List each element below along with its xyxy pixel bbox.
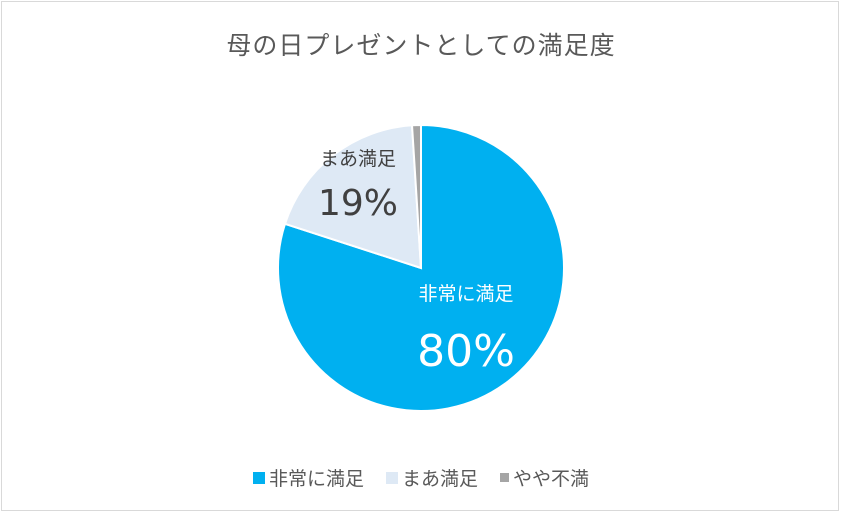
legend-label: やや不満 [513, 468, 590, 490]
legend-swatch [385, 471, 398, 484]
data-label-category: まあ満足 [320, 148, 396, 170]
legend-label: 非常に満足 [268, 468, 364, 490]
legend-item: 非常に満足 [252, 464, 364, 491]
data-label-percent: 19% [318, 183, 398, 224]
pie-slice-3 [410, 123, 422, 269]
chart-title: 母の日プレゼントとしての満足度 [226, 31, 616, 60]
pie-slice-2 [283, 124, 423, 270]
legend-swatch [500, 473, 509, 482]
legend-item: まあ満足 [385, 464, 478, 491]
legend-label: まあ満足 [401, 468, 478, 490]
legend-swatch [252, 471, 265, 484]
legend: 非常に満足 まあ満足 やや不満 [0, 464, 842, 491]
data-label-percent: 80% [417, 326, 515, 377]
data-label-category: 非常に満足 [418, 283, 513, 305]
legend-item: やや不満 [500, 464, 589, 491]
